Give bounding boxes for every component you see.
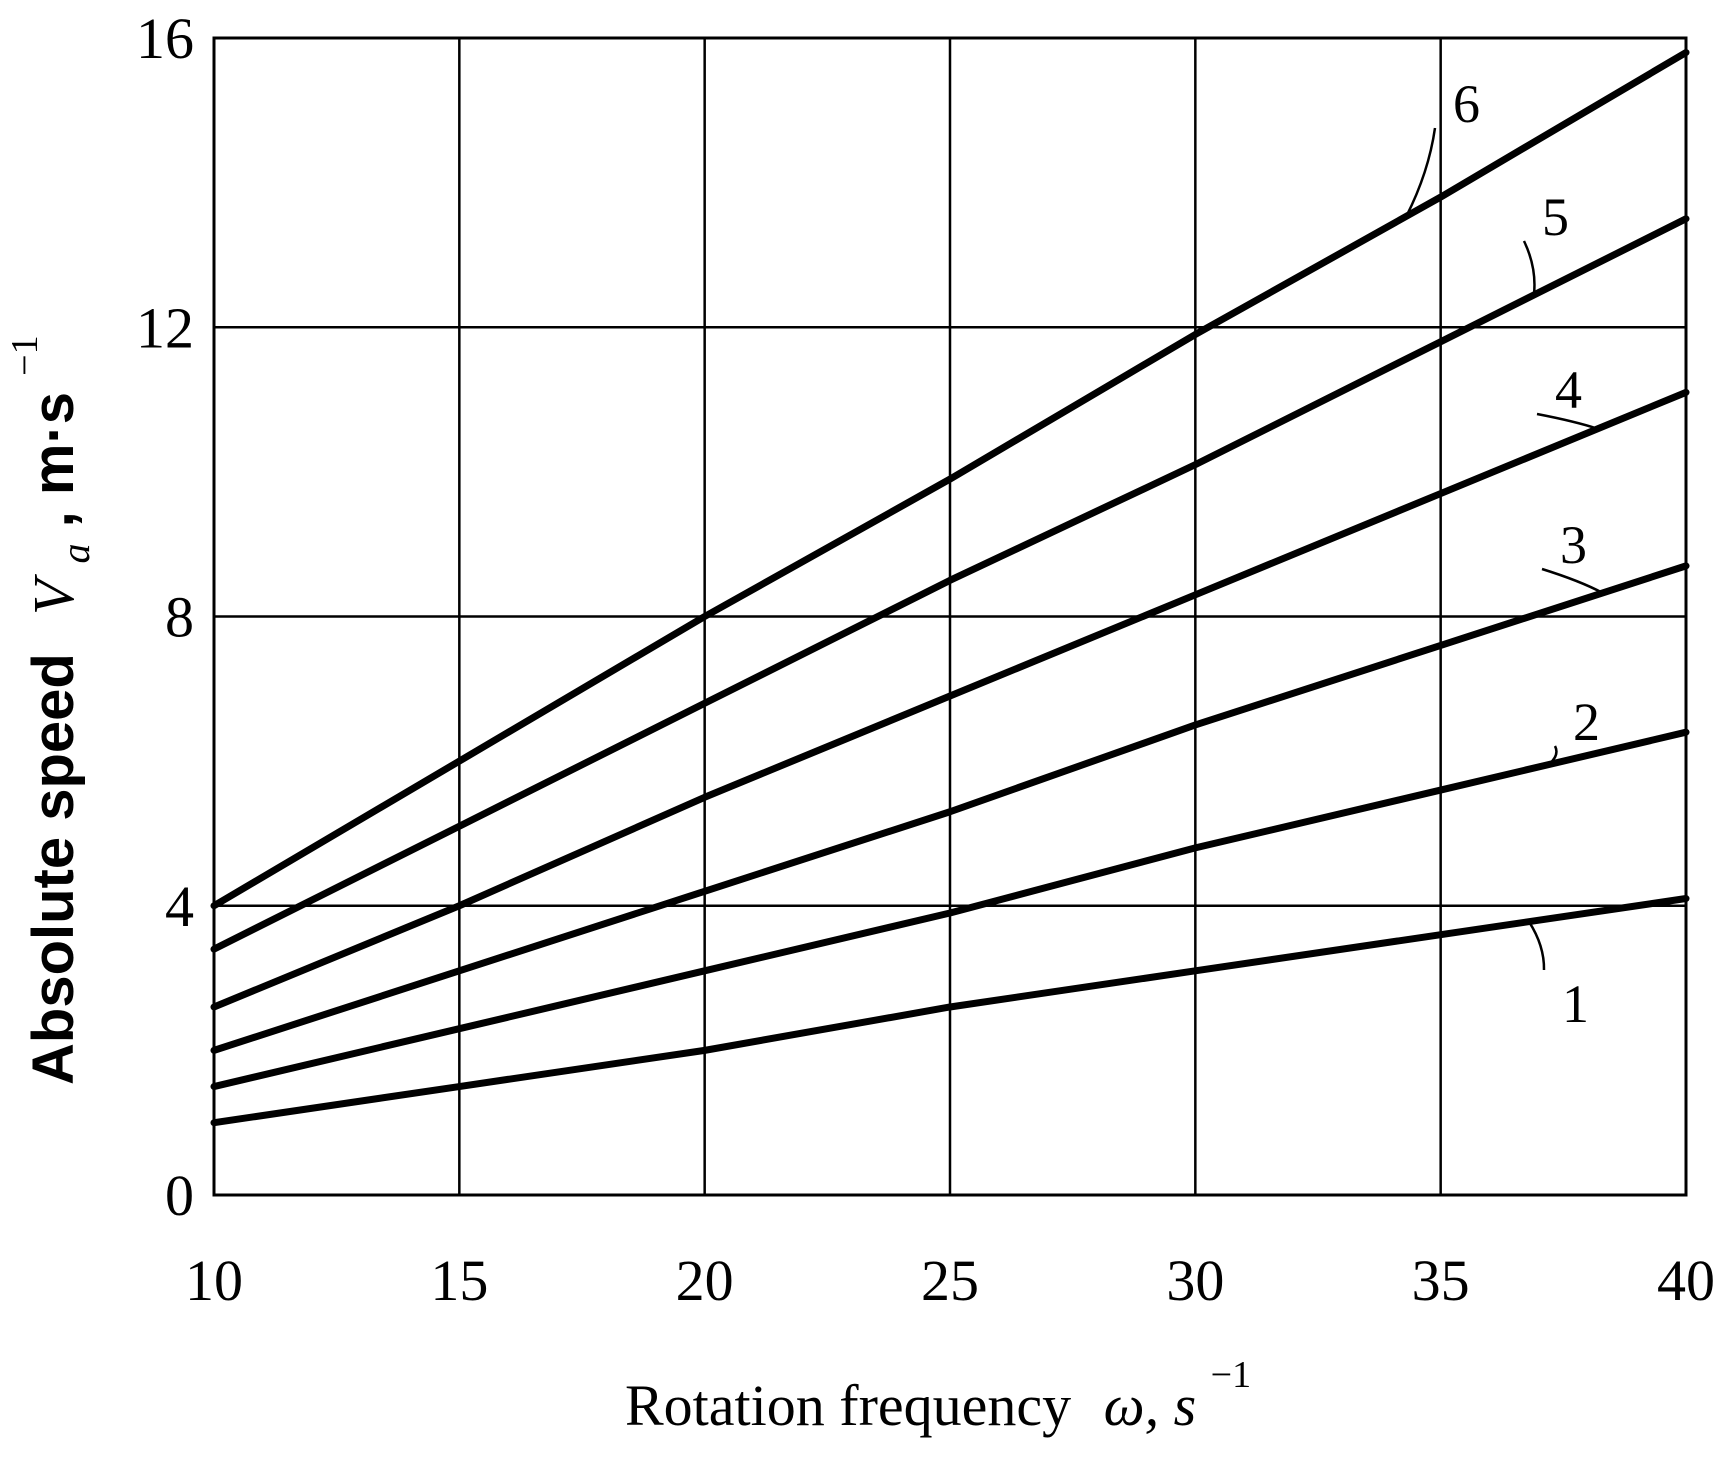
x-tick-label: 15: [430, 1248, 488, 1313]
x-axis-title: Rotation frequency ω, s −1: [625, 1354, 1251, 1438]
x-tick-label: 10: [185, 1248, 243, 1313]
y-tick-label: 12: [136, 295, 194, 360]
grid: [214, 38, 1686, 1195]
series-line-6: [210, 48, 1690, 910]
series-line-5: [210, 215, 1690, 953]
curve-labels: 1 2 3 4 5 6: [1405, 74, 1604, 1034]
x-axis-symbol: ω, s: [1104, 1373, 1197, 1438]
y-axis-label: Absolute speed: [21, 653, 86, 1085]
series-line-4: [210, 388, 1690, 1011]
y-axis-symbol: V: [21, 573, 86, 615]
x-tick-labels: 10 15 20 25 30 35 40: [185, 1248, 1715, 1313]
curve-label-2: 2: [1573, 692, 1600, 752]
curve-label-5: 5: [1542, 187, 1569, 247]
x-tick-label: 35: [1412, 1248, 1470, 1313]
x-tick-label: 30: [1166, 1248, 1224, 1313]
curve-label-3: 3: [1560, 515, 1587, 575]
x-axis-label: Rotation frequency: [625, 1373, 1071, 1438]
leader-line-5: [1522, 240, 1536, 296]
y-tick-label: 0: [165, 1163, 194, 1228]
y-tick-labels: 0 4 8 12 16: [136, 6, 194, 1228]
leader-line-3: [1541, 567, 1604, 595]
y-axis-subscript: a: [53, 543, 98, 563]
series-group: [210, 48, 1690, 1127]
curve-label-1: 1: [1562, 974, 1589, 1034]
series-line-2: [210, 728, 1690, 1091]
leader-line-2: [1547, 745, 1558, 766]
curve-label-4: 4: [1555, 360, 1582, 420]
x-tick-label: 40: [1657, 1248, 1715, 1313]
x-tick-label: 25: [921, 1248, 979, 1313]
leader-line-1: [1527, 920, 1546, 971]
plot-frame: [212, 36, 1688, 1197]
series-line-1: [210, 895, 1690, 1127]
leader-line-4: [1536, 412, 1599, 430]
curve-label-6: 6: [1453, 74, 1480, 134]
series-line-3: [210, 562, 1690, 1054]
y-tick-label: 16: [136, 6, 194, 71]
x-tick-label: 20: [676, 1248, 734, 1313]
x-axis-exponent: −1: [1211, 1354, 1251, 1396]
y-axis-title: Absolute speed V a , m·s −1: [4, 335, 102, 1085]
y-tick-label: 4: [165, 874, 194, 939]
leader-line-6: [1405, 127, 1437, 217]
y-axis-unit: , m·s: [21, 392, 86, 527]
y-tick-label: 8: [165, 585, 194, 650]
y-axis-exponent: −1: [4, 335, 46, 375]
